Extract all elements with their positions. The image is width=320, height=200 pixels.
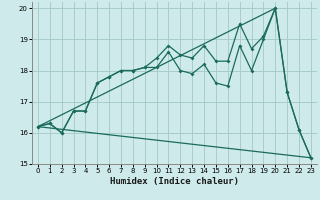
X-axis label: Humidex (Indice chaleur): Humidex (Indice chaleur) — [110, 177, 239, 186]
